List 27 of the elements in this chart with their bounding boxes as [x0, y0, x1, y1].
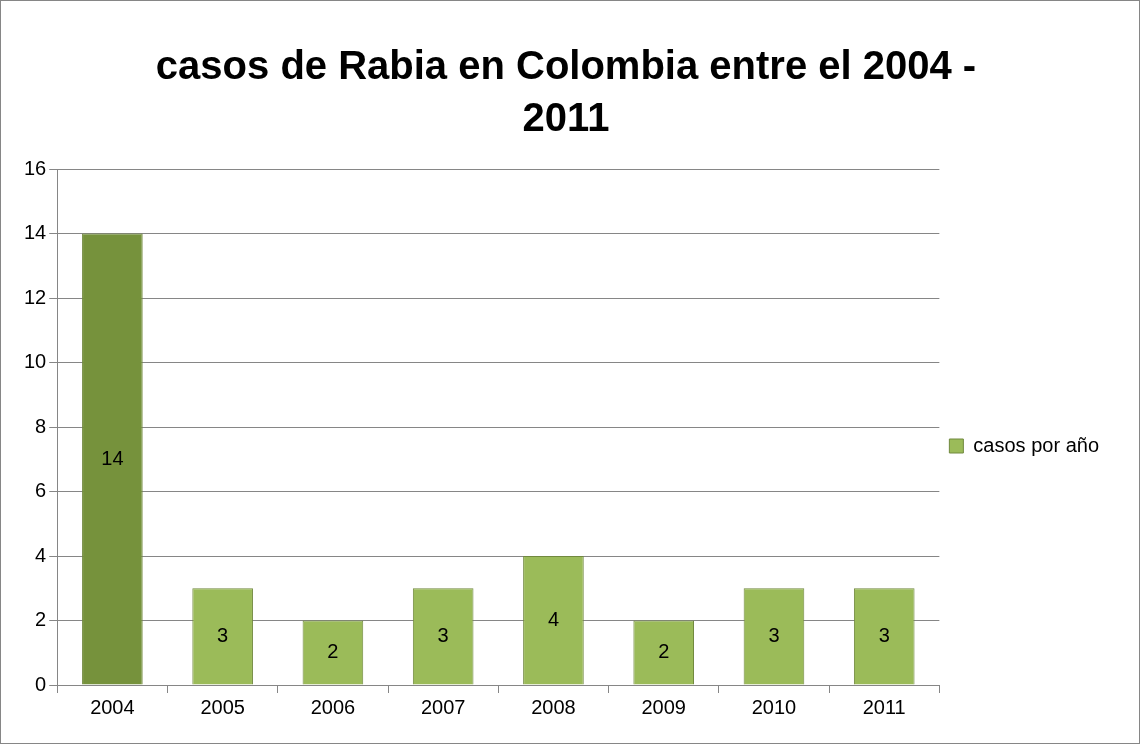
x-tick-label: 2008 [531, 695, 576, 718]
x-tick-label: 2006 [310, 695, 356, 718]
y-tick-label: 8 [35, 414, 47, 437]
data-label: 3 [878, 623, 890, 646]
data-label: 4 [547, 607, 559, 630]
y-tick-label: 10 [24, 350, 47, 373]
data-label: 2 [327, 640, 339, 663]
y-tick-label: 4 [35, 543, 47, 566]
x-tick-label: 2004 [90, 695, 135, 718]
y-tick-label: 2 [35, 608, 47, 631]
x-tick-label: 2005 [200, 695, 245, 718]
data-label: 3 [217, 623, 229, 646]
x-tick-label: 2011 [862, 695, 906, 718]
x-tick-label: 2009 [641, 695, 686, 718]
data-label: 14 [101, 446, 124, 469]
y-tick-label: 12 [24, 285, 47, 308]
x-tick-label: 2007 [420, 695, 466, 718]
chart-title: casos de Rabia en Colombia entre el 2004 - 2011 [154, 42, 978, 141]
data-label: 3 [768, 623, 780, 646]
legend-label: casos por año [973, 433, 1100, 456]
y-tick-label: 6 [35, 479, 47, 502]
y-tick-label: 0 [35, 672, 47, 695]
y-tick-label: 16 [24, 156, 47, 179]
x-tick-label: 2010 [751, 695, 797, 718]
data-label: 3 [437, 623, 449, 646]
y-tick-label: 14 [24, 221, 47, 244]
data-label: 2 [658, 640, 670, 663]
